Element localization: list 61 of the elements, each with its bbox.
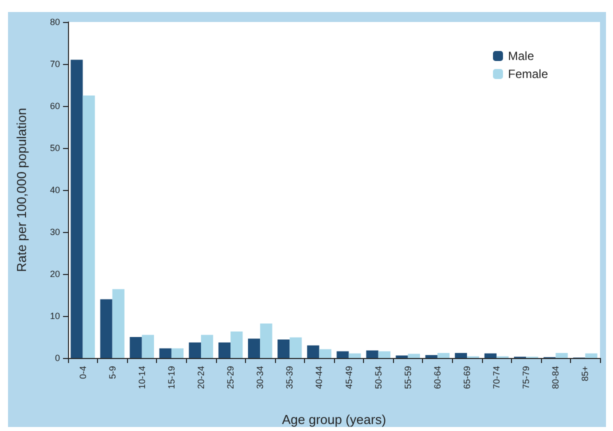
bar — [171, 348, 184, 358]
x-axis-title: Age group (years) — [282, 412, 386, 427]
x-tick-label: 75-79 — [521, 366, 532, 390]
y-tick-label: 30 — [50, 227, 60, 237]
x-tick-label: 40-44 — [314, 366, 324, 390]
x-tick-label: 50-54 — [373, 366, 384, 390]
y-tick-label: 20 — [50, 269, 60, 279]
x-tick-label: 25-29 — [226, 366, 236, 390]
bar — [112, 289, 124, 358]
y-tick-label: 40 — [50, 185, 60, 195]
bar — [396, 355, 408, 358]
y-tick-label: 80 — [50, 17, 60, 27]
x-tick-label: 10-14 — [136, 366, 147, 390]
bar — [248, 338, 260, 358]
bar — [159, 348, 172, 358]
bar — [278, 340, 290, 358]
y-tick-label: 50 — [50, 143, 60, 153]
bar — [218, 342, 231, 358]
x-tick-label: 45-49 — [344, 366, 354, 390]
bar — [484, 353, 497, 358]
bar — [585, 353, 598, 358]
x-tick-label: 85+ — [580, 366, 590, 382]
bar — [366, 350, 378, 358]
bar — [188, 342, 201, 358]
x-tick-label: 55-59 — [402, 366, 413, 390]
x-tick-label: 35-39 — [284, 366, 295, 390]
x-tick-label: 70-74 — [492, 366, 502, 390]
y-tick-label: 70 — [50, 59, 60, 69]
bar — [336, 351, 349, 358]
legend-label: Male — [508, 49, 534, 63]
x-tick-label: 5-9 — [107, 366, 118, 380]
bar — [348, 353, 361, 358]
bar — [454, 352, 467, 358]
x-tick-label: 80-84 — [550, 366, 561, 390]
bar — [260, 324, 272, 358]
bar — [437, 352, 450, 358]
y-tick-label: 60 — [50, 101, 60, 111]
x-tick-label: 60-64 — [432, 366, 442, 390]
bar — [319, 349, 332, 358]
bar — [100, 299, 112, 358]
x-tick-label: 30-34 — [255, 366, 266, 390]
bar — [201, 334, 214, 358]
bar — [425, 355, 438, 358]
bar — [70, 60, 83, 358]
bar — [130, 337, 142, 358]
bar — [82, 96, 95, 358]
bar — [307, 345, 320, 358]
x-tick-label: 15-19 — [166, 366, 176, 390]
bar — [378, 351, 390, 358]
y-tick-label: 10 — [50, 311, 60, 321]
x-tick-label: 65-69 — [462, 366, 472, 390]
bar — [556, 352, 568, 358]
x-tick-label: 0-4 — [78, 366, 88, 380]
bar — [290, 337, 302, 358]
bar — [230, 332, 243, 358]
legend-label: Female — [508, 67, 548, 81]
bar — [408, 354, 420, 358]
x-tick-label: 20-24 — [196, 366, 206, 390]
y-tick-label: 0 — [54, 353, 60, 363]
bar — [142, 334, 154, 358]
y-axis-title: Rate per 100,000 population — [14, 108, 29, 272]
